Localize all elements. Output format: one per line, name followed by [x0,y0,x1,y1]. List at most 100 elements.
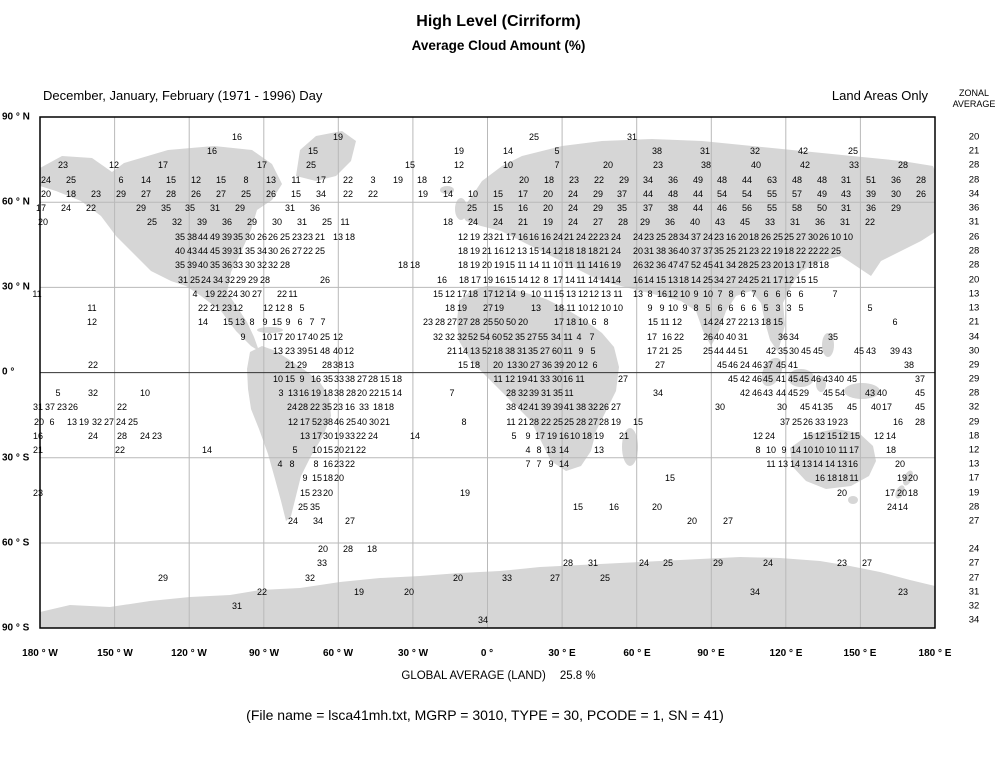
cell-value: 11 [506,417,516,427]
cell-value: 12 [837,431,849,441]
cell-value: 23 [221,303,233,313]
cell-value: 27 [140,189,152,199]
cell-value: 24 [702,232,714,242]
cell-value: 11 [660,317,670,327]
cell-value: 30 [322,431,334,441]
cell-value: 13 [836,459,848,469]
cell-value: 19 [459,488,471,498]
cell-value: 30 [807,232,819,242]
cell-value: 27 [526,332,538,342]
cell-value: 54 [479,332,491,342]
cell-value: 8 [755,445,761,455]
cell-value: 18 [457,246,469,256]
cell-value: 10 [577,303,589,313]
cell-value: 8 [543,275,549,285]
cell-value: 24 [764,431,776,441]
cell-value: 31 [699,146,711,156]
cell-value: 18 [581,431,593,441]
cell-value: 13 [748,317,760,327]
cell-value: 30 [517,360,529,370]
cell-value: 16 [494,275,506,285]
cell-value: 44 [741,175,753,185]
cell-value: 8 [536,445,542,455]
cell-value: 24 [713,317,725,327]
cell-value: 26 [267,232,279,242]
cell-value: 24 [115,417,127,427]
cell-value: 23 [760,260,772,270]
cell-value: 18 [760,317,772,327]
cell-value: 12 [504,374,516,384]
lon-axis-label: 90 ° W [248,648,280,659]
cell-value: 31 [839,217,851,227]
cell-value: 40 [833,374,845,384]
cell-value: 29 [115,189,127,199]
cell-value: 11 [493,374,503,384]
cell-value: 8 [647,289,653,299]
zonal-average-value: 30 [968,345,980,357]
cell-value: 48 [319,346,331,356]
cell-value: 27 [103,417,115,427]
cell-value: 39 [186,260,198,270]
cell-value: 14 [897,502,909,512]
cell-value: 35 [822,402,834,412]
cell-value: 13 [66,417,78,427]
cell-value: 10 [467,189,479,199]
cell-value: 44 [197,246,209,256]
cell-value: 24 [467,217,479,227]
cell-value: 37 [914,374,926,384]
lon-axis-label: 120 ° E [769,648,803,659]
cell-value: 20 [896,488,908,498]
cell-value: 9 [299,374,305,384]
cell-value: 13 [593,445,605,455]
cell-value: 23 [897,587,909,597]
cell-value: 20 [907,473,919,483]
cell-value: 30 [239,289,251,299]
cell-value: 17 [256,160,268,170]
cell-value: 25 [297,502,309,512]
cell-value: 12 [332,332,344,342]
cell-value: 18 [543,175,555,185]
cell-value: 10 [530,289,542,299]
cell-value: 21 [563,232,575,242]
cell-value: 18 [837,473,849,483]
cell-value: 11 [291,175,301,185]
cell-value: 14 [558,445,570,455]
zonal-average-value: 12 [968,444,980,456]
cell-value: 28 [914,417,926,427]
cell-value: 22 [256,587,268,597]
cell-value: 12 [873,431,885,441]
cell-value: 35 [552,388,564,398]
cell-value: 44 [692,203,704,213]
cell-value: 20 [772,260,784,270]
cell-value: 13 [332,232,344,242]
cell-value: 8 [603,317,609,327]
cell-value: 15 [632,417,644,427]
cell-value: 15 [322,445,334,455]
zonal-average-value: 36 [968,202,980,214]
cell-value: 22 [344,459,356,469]
cell-value: 25 [671,346,683,356]
cell-value: 31 [840,203,852,213]
cell-value: 35 [713,246,725,256]
cell-value: 43 [714,217,726,227]
cell-value: 49 [692,175,704,185]
page-subtitle: Average Cloud Amount (%) [411,38,586,53]
cell-value: 29 [157,573,169,583]
cell-value: 14 [790,445,802,455]
cell-value: 45 [914,402,926,412]
cell-value: 40 [689,217,701,227]
cell-value: 23 [291,232,303,242]
cell-value: 46 [727,360,739,370]
cell-value: 15 [404,160,416,170]
cell-value: 9 [525,431,531,441]
cell-value: 13 [632,289,644,299]
cell-value: 28 [617,217,629,227]
cell-value: 14 [540,246,552,256]
cell-value: 46 [333,417,345,427]
cell-value: 36 [865,203,877,213]
cell-value: 13 [469,346,481,356]
cell-value: 25 [772,232,784,242]
cell-value: 24 [632,232,644,242]
cell-value: 20 [452,573,464,583]
cell-value: 31 [587,558,599,568]
